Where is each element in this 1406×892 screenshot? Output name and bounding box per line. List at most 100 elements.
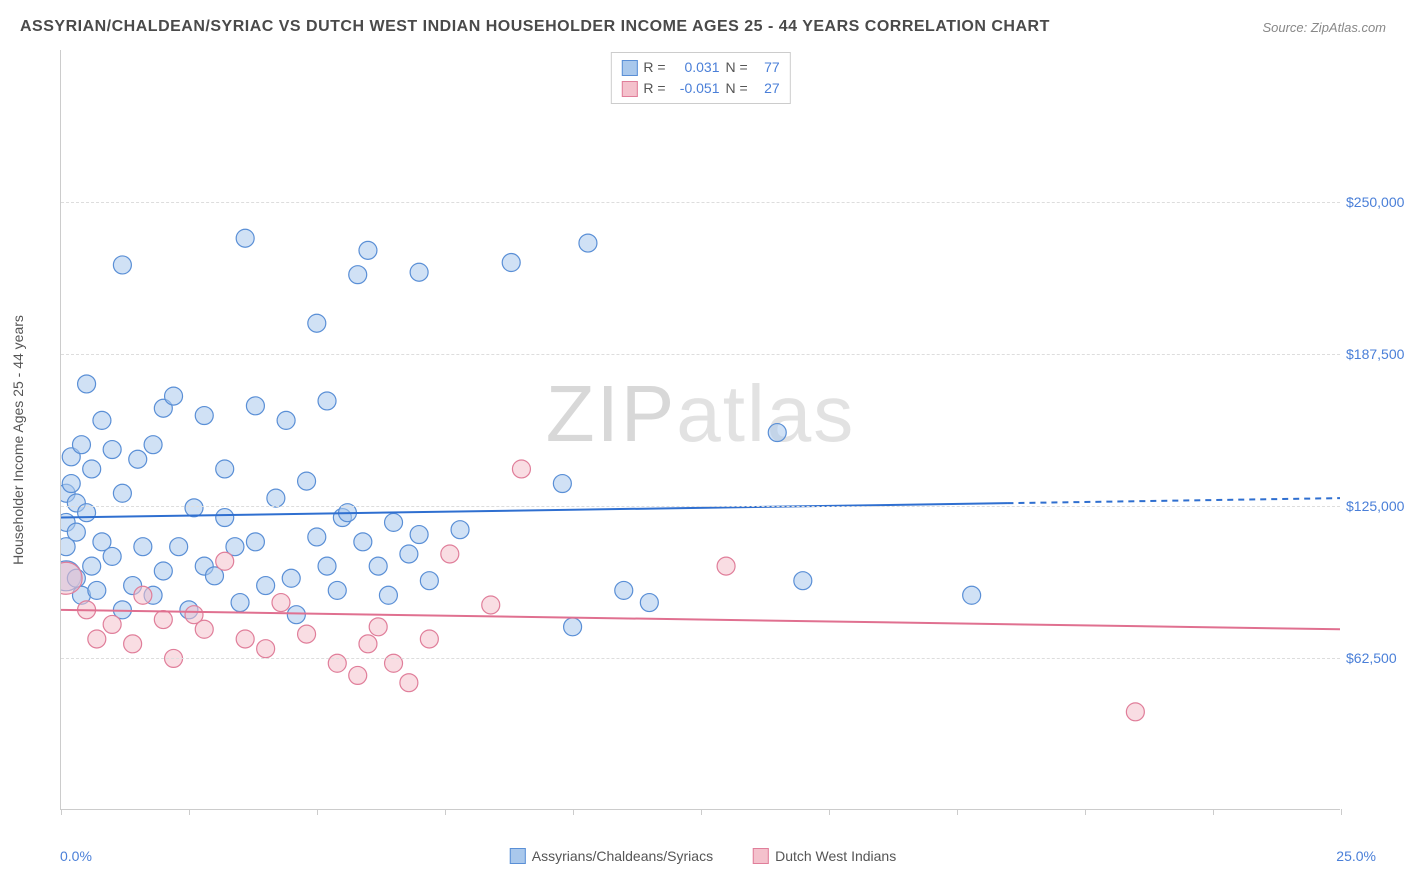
scatter-point	[615, 581, 633, 599]
scatter-point	[328, 654, 346, 672]
x-tick	[61, 809, 62, 815]
scatter-point	[768, 424, 786, 442]
scatter-point	[257, 640, 275, 658]
scatter-point	[420, 572, 438, 590]
scatter-point	[451, 521, 469, 539]
scatter-point	[88, 581, 106, 599]
scatter-point	[349, 266, 367, 284]
scatter-point	[103, 441, 121, 459]
scatter-point	[129, 450, 147, 468]
scatter-point	[83, 460, 101, 478]
trend-line-dashed	[1007, 498, 1340, 503]
scatter-point	[579, 234, 597, 252]
scatter-point	[318, 392, 336, 410]
scatter-point	[72, 586, 90, 604]
scatter-point	[482, 596, 500, 614]
scatter-point	[400, 545, 418, 563]
scatter-point	[1126, 703, 1144, 721]
scatter-point	[61, 538, 75, 556]
scatter-point	[62, 475, 80, 493]
scatter-point	[794, 572, 812, 590]
scatter-point	[124, 635, 142, 653]
scatter-point	[410, 526, 428, 544]
r-label: R =	[643, 57, 665, 78]
scatter-point	[277, 411, 295, 429]
legend-row-series1: R = 0.031 N = 77	[621, 57, 779, 78]
scatter-point	[88, 630, 106, 648]
scatter-point	[78, 375, 96, 393]
x-axis-max-label: 25.0%	[1336, 848, 1376, 864]
scatter-point	[318, 557, 336, 575]
scatter-point	[298, 625, 316, 643]
trend-line-solid	[61, 610, 1340, 629]
scatter-point	[717, 557, 735, 575]
scatter-point	[369, 618, 387, 636]
scatter-point	[134, 538, 152, 556]
scatter-point	[333, 509, 351, 527]
watermark: ZIPatlas	[546, 368, 855, 460]
x-tick	[1341, 809, 1342, 815]
n-value-series2: 27	[754, 78, 780, 99]
x-tick	[189, 809, 190, 815]
x-tick	[829, 809, 830, 815]
scatter-point	[308, 528, 326, 546]
scatter-point	[113, 484, 131, 502]
x-axis-min-label: 0.0%	[60, 848, 92, 864]
scatter-point	[226, 538, 244, 556]
scatter-point	[144, 436, 162, 454]
scatter-point	[170, 538, 188, 556]
scatter-point	[359, 241, 377, 259]
legend-swatch-series2	[621, 81, 637, 97]
scatter-point	[185, 606, 203, 624]
scatter-point	[236, 630, 254, 648]
legend-label-series1: Assyrians/Chaldeans/Syriacs	[532, 848, 713, 864]
gridline-h	[61, 506, 1340, 507]
scatter-point	[103, 547, 121, 565]
scatter-point	[195, 620, 213, 638]
scatter-point	[113, 601, 131, 619]
scatter-point	[154, 399, 172, 417]
scatter-point	[385, 513, 403, 531]
x-tick	[1213, 809, 1214, 815]
scatter-point	[257, 577, 275, 595]
scatter-point	[78, 601, 96, 619]
legend-item-series2: Dutch West Indians	[753, 848, 896, 864]
scatter-point	[216, 509, 234, 527]
scatter-point	[349, 666, 367, 684]
r-value-series1: 0.031	[672, 57, 720, 78]
scatter-point	[385, 654, 403, 672]
chart-title: ASSYRIAN/CHALDEAN/SYRIAC VS DUTCH WEST I…	[20, 18, 1050, 36]
legend-row-series2: R = -0.051 N = 27	[621, 78, 779, 99]
scatter-point	[83, 557, 101, 575]
scatter-point	[216, 552, 234, 570]
scatter-point	[67, 569, 85, 587]
gridline-h	[61, 658, 1340, 659]
scatter-point	[328, 581, 346, 599]
scatter-point	[205, 567, 223, 585]
scatter-point	[640, 594, 658, 612]
scatter-point	[379, 586, 397, 604]
scatter-point	[441, 545, 459, 563]
scatter-point	[369, 557, 387, 575]
scatter-point	[61, 484, 75, 502]
y-axis-label: Householder Income Ages 25 - 44 years	[10, 315, 26, 565]
scatter-point	[180, 601, 198, 619]
scatter-point	[308, 314, 326, 332]
scatter-point	[134, 586, 152, 604]
scatter-point	[963, 586, 981, 604]
y-tick-label: $62,500	[1346, 650, 1406, 666]
scatter-point	[72, 436, 90, 454]
scatter-point	[67, 494, 85, 512]
scatter-point	[195, 407, 213, 425]
y-tick-label: $125,000	[1346, 498, 1406, 514]
n-label: N =	[726, 78, 748, 99]
legend-swatch-series2-bottom	[753, 848, 769, 864]
scatter-point	[61, 561, 81, 591]
n-value-series1: 77	[754, 57, 780, 78]
watermark-zip: ZIP	[546, 369, 676, 458]
legend-swatch-series1-bottom	[510, 848, 526, 864]
gridline-h	[61, 354, 1340, 355]
scatter-point	[124, 577, 142, 595]
scatter-point	[165, 387, 183, 405]
scatter-point	[154, 611, 172, 629]
